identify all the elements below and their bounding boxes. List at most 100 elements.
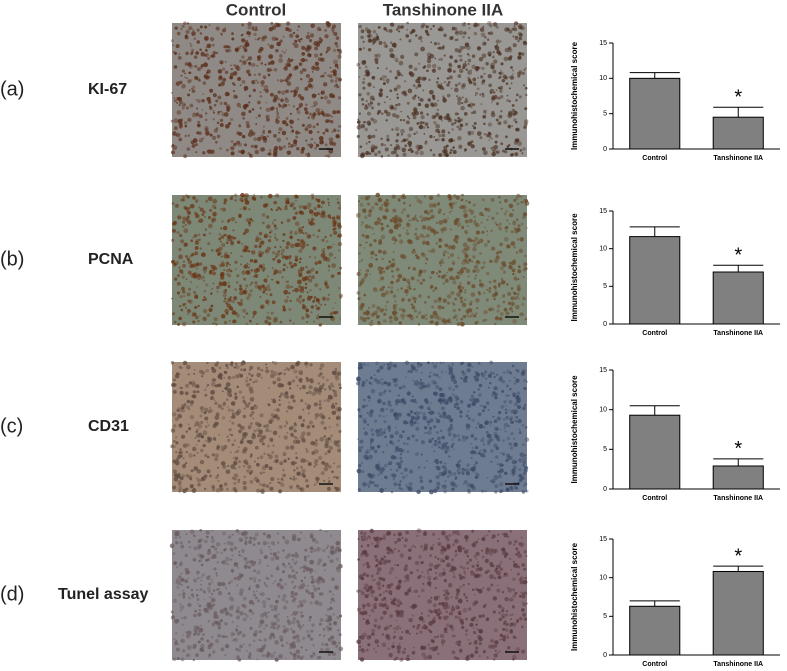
- cell: [224, 386, 229, 390]
- cell: [462, 322, 464, 325]
- cell: [257, 541, 261, 545]
- cell: [324, 155, 327, 157]
- cell: [454, 83, 458, 87]
- cell: [173, 118, 179, 124]
- cell: [525, 380, 528, 383]
- cell: [271, 267, 274, 269]
- cell: [336, 66, 339, 69]
- cell: [197, 440, 200, 443]
- cell: [524, 201, 530, 206]
- cell: [493, 474, 499, 480]
- cell: [363, 363, 366, 366]
- cell: [273, 218, 276, 222]
- cell: [184, 403, 187, 405]
- cell: [242, 464, 246, 468]
- cell: [496, 416, 502, 421]
- cell: [501, 463, 504, 467]
- cell: [239, 84, 242, 86]
- cell: [298, 377, 303, 383]
- cell: [436, 462, 439, 465]
- cell: [251, 131, 256, 136]
- cell: [518, 468, 522, 472]
- cell: [475, 445, 479, 450]
- cell: [172, 657, 177, 662]
- cell: [437, 274, 441, 278]
- cell: [356, 291, 361, 295]
- cell: [324, 452, 328, 456]
- cell: [308, 390, 312, 395]
- cell: [198, 131, 202, 135]
- cell: [325, 21, 330, 25]
- cell: [403, 201, 406, 205]
- cell: [517, 405, 522, 410]
- cell: [238, 124, 241, 126]
- cell: [256, 136, 262, 142]
- cell: [292, 652, 297, 657]
- cell: [447, 256, 451, 259]
- cell: [514, 36, 519, 41]
- cell: [280, 638, 284, 642]
- cell: [175, 647, 180, 652]
- cell: [298, 600, 303, 604]
- cell: [356, 120, 361, 124]
- cell: [227, 375, 232, 380]
- cell: [278, 395, 282, 398]
- cell: [209, 133, 213, 137]
- cell: [324, 569, 326, 571]
- cell: [285, 62, 290, 68]
- cell: [305, 308, 309, 311]
- cell: [205, 118, 208, 122]
- cell: [489, 480, 492, 483]
- cell: [221, 560, 225, 565]
- cell: [476, 87, 480, 91]
- cell: [200, 65, 204, 69]
- cell: [243, 407, 246, 410]
- cell: [516, 193, 521, 198]
- cell: [477, 388, 480, 391]
- cell: [460, 85, 466, 90]
- cell: [357, 463, 362, 468]
- cell: [303, 107, 308, 111]
- cell: [298, 295, 302, 299]
- cell: [316, 580, 321, 585]
- cell: [509, 486, 513, 490]
- cell: [379, 88, 383, 93]
- cell: [387, 400, 391, 404]
- cell: [427, 33, 430, 37]
- cell: [296, 147, 300, 151]
- cell: [484, 226, 487, 229]
- cell: [453, 403, 457, 406]
- cell: [297, 25, 301, 28]
- cell: [255, 479, 260, 483]
- cell: [336, 110, 341, 114]
- cell: [209, 269, 213, 274]
- cell: [311, 105, 314, 108]
- cell: [437, 47, 440, 50]
- cell: [290, 580, 294, 584]
- cell: [392, 294, 397, 299]
- cell: [333, 31, 338, 36]
- cell: [301, 468, 306, 474]
- cell: [449, 205, 454, 209]
- cell: [211, 366, 215, 370]
- cell: [433, 450, 436, 453]
- cell: [317, 112, 321, 116]
- cell: [368, 454, 373, 460]
- cell: [486, 38, 490, 41]
- cell: [306, 584, 309, 587]
- cell: [252, 315, 255, 319]
- cell: [248, 263, 251, 266]
- cell: [184, 134, 188, 138]
- cell: [446, 414, 452, 420]
- cell: [293, 469, 296, 472]
- cell: [467, 78, 472, 82]
- cell: [187, 260, 193, 265]
- cell: [470, 433, 475, 438]
- cell: [311, 391, 317, 397]
- cell: [524, 318, 527, 321]
- cell: [358, 76, 361, 78]
- cell: [277, 250, 281, 253]
- cell: [252, 639, 256, 642]
- cell: [476, 373, 481, 378]
- cell: [363, 209, 367, 214]
